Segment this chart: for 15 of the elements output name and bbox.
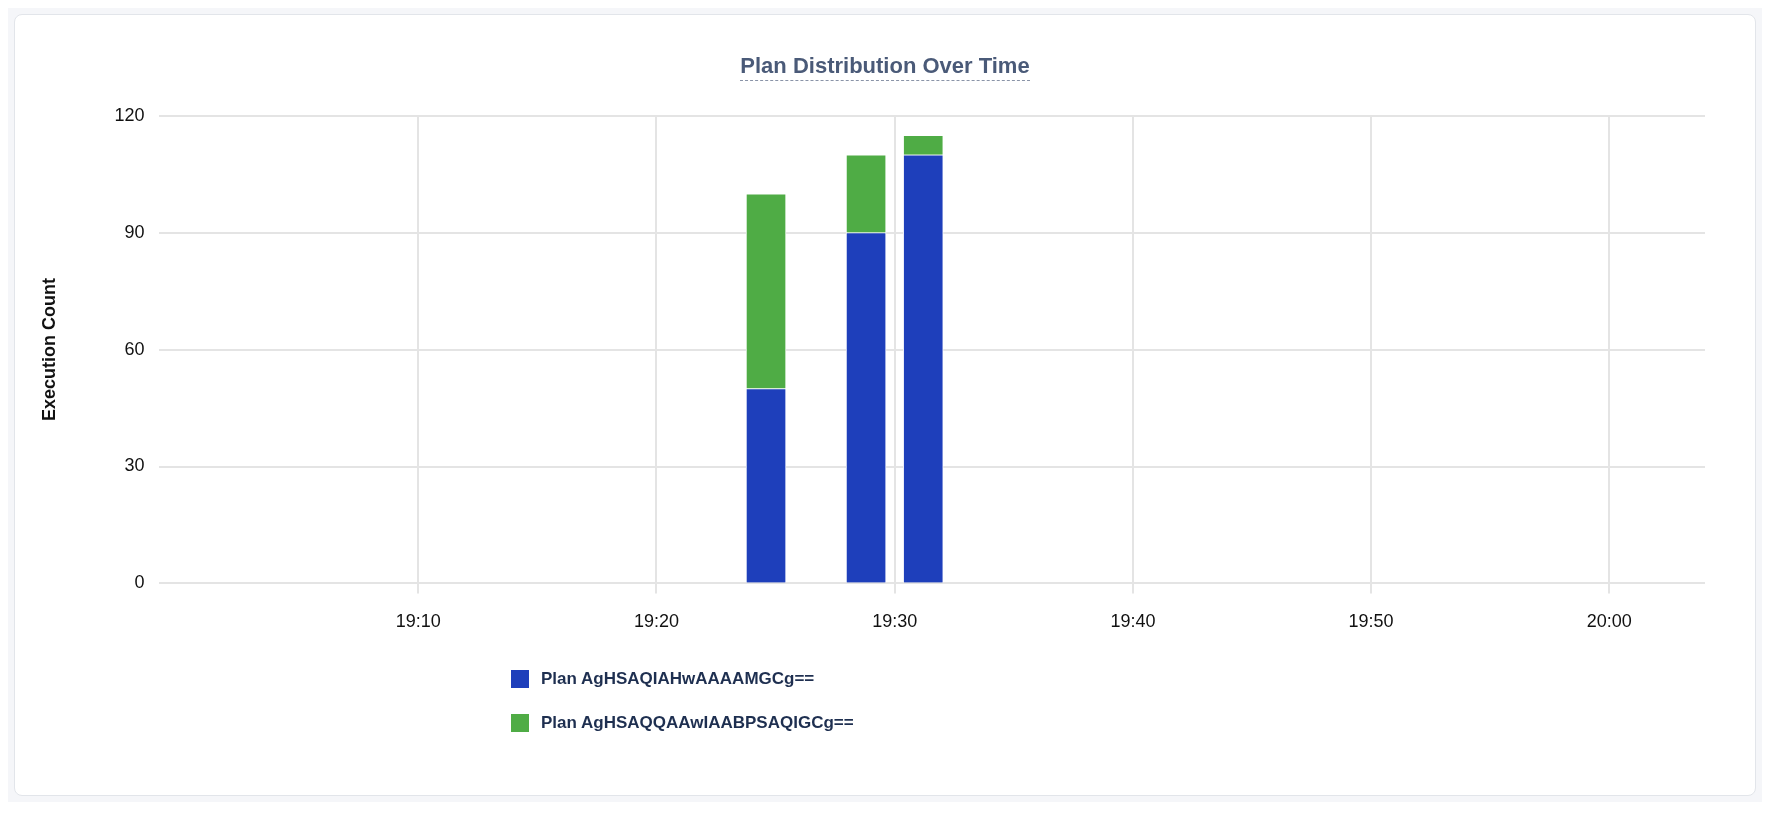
legend-label: Plan AgHSAQQAAwIAABPSAQIGCg==: [541, 713, 854, 733]
y-tick-label: 120: [114, 104, 145, 125]
y-tick-label: 90: [124, 221, 145, 242]
x-tick-label: 20:00: [1586, 611, 1632, 632]
y-tick-label: 30: [124, 455, 145, 476]
x-tick-label: 19:20: [633, 611, 679, 632]
x-tick-label: 19:30: [872, 611, 918, 632]
x-tick-label: 19:50: [1348, 611, 1394, 632]
y-tick-label: 0: [134, 572, 145, 593]
x-tick-label: 19:10: [395, 611, 441, 632]
chart-title: Plan Distribution Over Time: [740, 53, 1030, 81]
x-tick-label: 19:40: [1110, 611, 1156, 632]
y-tick-label: 60: [124, 338, 145, 359]
legend-label: Plan AgHSAQIAHwAAAAMGCg==: [541, 669, 815, 689]
y-axis-title: Execution Count: [38, 278, 59, 422]
